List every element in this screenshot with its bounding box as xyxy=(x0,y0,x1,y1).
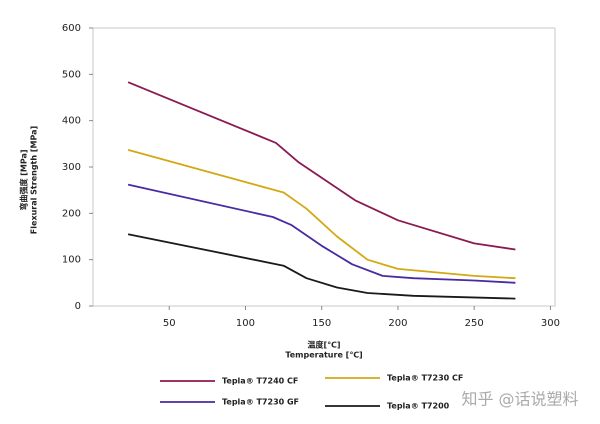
legend-label: Tepla® T7200 xyxy=(387,402,450,411)
x-tick-label: 100 xyxy=(236,318,255,329)
x-label: Temperature [℃] xyxy=(285,351,362,360)
series-line xyxy=(127,149,516,280)
y-tick-label: 100 xyxy=(62,255,81,266)
y-tick-label: 300 xyxy=(62,162,81,173)
series-line xyxy=(127,183,516,284)
watermark: 知乎 @话说塑料 xyxy=(461,390,578,409)
y-label: Flexural Strength [MPa] xyxy=(30,126,39,234)
y-tick-label: 0 xyxy=(75,301,81,312)
x-label: 温度[℃] xyxy=(308,340,341,350)
legend-label: Tepla® T7240 CF xyxy=(222,377,298,386)
legend-label: Tepla® T7230 GF xyxy=(222,398,299,407)
x-tick-label: 200 xyxy=(388,318,407,329)
plot-frame xyxy=(92,27,556,307)
series-line xyxy=(127,81,516,251)
x-tick-label: 50 xyxy=(163,318,176,329)
y-tick-label: 600 xyxy=(62,23,81,34)
y-tick-label: 500 xyxy=(62,69,81,80)
x-tick-label: 300 xyxy=(541,318,560,329)
y-tick-label: 400 xyxy=(62,116,81,127)
x-tick-label: 150 xyxy=(312,318,331,329)
legend-label: Tepla® T7230 CF xyxy=(387,374,463,383)
series-line xyxy=(127,233,516,300)
y-label: 弯曲强度 [MPa] xyxy=(19,149,29,210)
x-tick-label: 250 xyxy=(465,318,484,329)
y-tick-label: 200 xyxy=(62,208,81,219)
